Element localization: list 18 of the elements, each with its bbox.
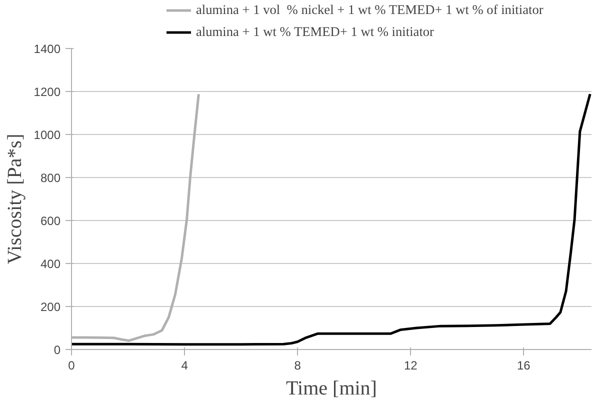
x-tick-label: 12 [404,358,418,372]
y-tick-label: 400 [40,257,61,271]
y-tick-label: 1000 [34,128,61,142]
legend-label: alumina + 1 vol % nickel + 1 wt % TEMED+ 1 wt % of initiator [196,2,544,18]
y-tick-label: 0 [54,343,61,357]
line-series [72,92,592,346]
y-axis-title: Viscosity [Pa*s] [4,134,26,264]
x-axis-title: Time [min] [286,378,377,400]
y-tick-label: 1400 [34,42,61,56]
x-tick-label: 8 [294,358,302,372]
y-tick-label: 800 [40,171,61,185]
y-tick-label: 1200 [34,85,61,99]
y-tick-label: 600 [40,214,61,228]
x-tick-label: 0 [68,358,76,372]
x-tick-label: 4 [181,358,188,372]
legend-label: alumina + 1 wt % TEMED+ 1 wt % initiator [196,24,434,40]
x-tick-label: 16 [517,358,531,372]
y-tick-label: 200 [40,300,61,314]
